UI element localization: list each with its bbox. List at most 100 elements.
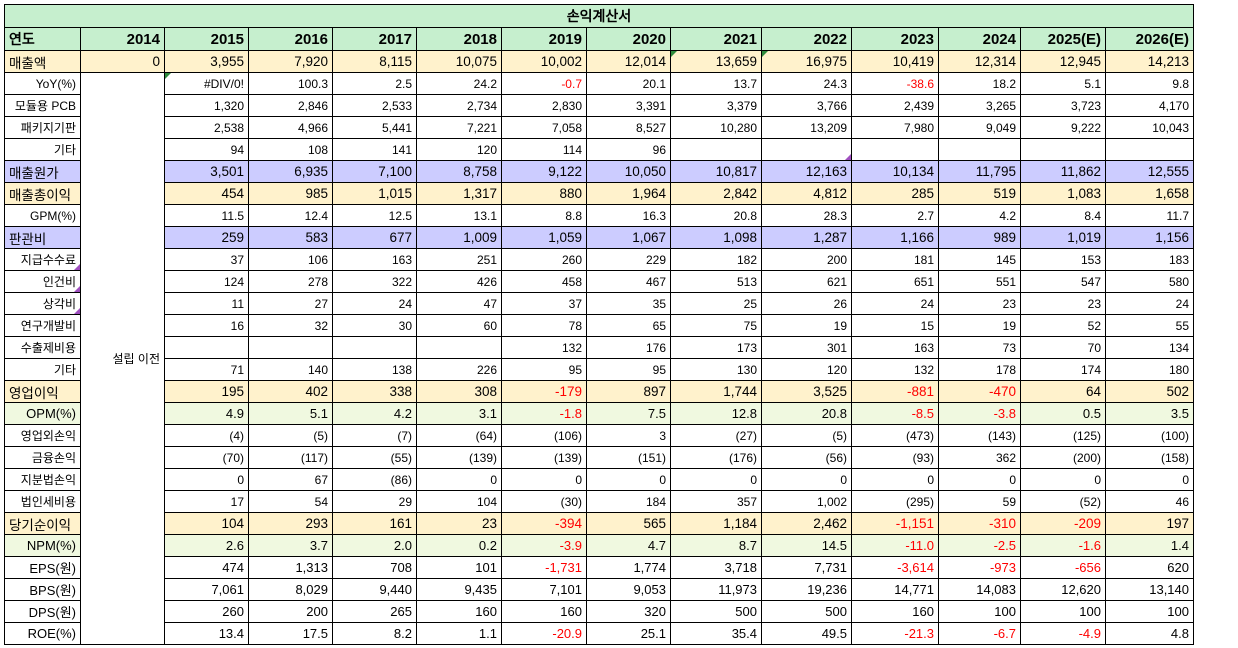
value-cell[interactable]: 160	[501, 600, 587, 623]
row-label[interactable]: 연구개발비	[4, 314, 81, 337]
value-cell[interactable]: (139)	[501, 446, 587, 469]
row-label[interactable]: BPS(원)	[4, 578, 81, 601]
value-cell[interactable]: 13,209	[761, 116, 852, 139]
row-label[interactable]: 기타	[4, 358, 81, 381]
value-cell[interactable]: 3.7	[248, 534, 333, 557]
value-cell[interactable]: 16	[164, 314, 249, 337]
value-cell[interactable]: 11.5	[164, 204, 249, 227]
value-cell[interactable]: 1,002	[761, 490, 852, 513]
value-cell[interactable]: 1,184	[670, 512, 762, 535]
value-cell[interactable]: 153	[1020, 248, 1106, 271]
value-cell[interactable]: 4,170	[1105, 94, 1194, 117]
value-cell[interactable]: 73	[938, 336, 1021, 359]
value-cell[interactable]: 2,734	[416, 94, 502, 117]
row-label[interactable]: 법인세비용	[4, 490, 81, 513]
value-cell[interactable]: 100.3	[248, 72, 333, 95]
value-cell[interactable]	[164, 336, 249, 359]
value-cell[interactable]: (295)	[851, 490, 939, 513]
value-cell[interactable]: 1,166	[851, 226, 939, 249]
value-cell[interactable]: 1,658	[1105, 182, 1194, 205]
value-cell[interactable]: 621	[761, 270, 852, 293]
header-year-cell[interactable]: 2025(E)	[1020, 27, 1106, 51]
value-cell[interactable]: 402	[248, 380, 333, 403]
value-cell[interactable]: 426	[416, 270, 502, 293]
value-cell[interactable]: 1.4	[1105, 534, 1194, 557]
value-cell[interactable]: 108	[248, 138, 333, 161]
row-label[interactable]: 매출액	[4, 50, 81, 73]
value-cell[interactable]: (176)	[670, 446, 762, 469]
value-cell[interactable]: 7,980	[851, 116, 939, 139]
value-cell[interactable]: 183	[1105, 248, 1194, 271]
value-cell[interactable]: (117)	[248, 446, 333, 469]
value-cell[interactable]: 78	[501, 314, 587, 337]
value-cell[interactable]: 1,320	[164, 94, 249, 117]
value-cell[interactable]: 1,287	[761, 226, 852, 249]
value-cell[interactable]: (4)	[164, 424, 249, 447]
value-cell[interactable]: 11.7	[1105, 204, 1194, 227]
value-cell[interactable]: 467	[586, 270, 671, 293]
value-cell[interactable]: 19,236	[761, 578, 852, 601]
value-cell[interactable]: (158)	[1105, 446, 1194, 469]
value-cell[interactable]: 3,391	[586, 94, 671, 117]
value-cell[interactable]: 1,313	[248, 556, 333, 579]
value-cell[interactable]: -3,614	[851, 556, 939, 579]
header-year-cell[interactable]: 2022	[761, 27, 852, 51]
row-label[interactable]: 당기순이익	[4, 512, 81, 535]
value-cell[interactable]: 3,379	[670, 94, 762, 117]
value-cell[interactable]: 4.9	[164, 402, 249, 425]
value-cell[interactable]: 1.1	[416, 622, 502, 645]
value-cell[interactable]: 12.5	[332, 204, 417, 227]
value-cell[interactable]: 23	[416, 512, 502, 535]
value-cell[interactable]: (106)	[501, 424, 587, 447]
row-label[interactable]: 모듈용 PCB	[4, 94, 81, 117]
value-cell[interactable]: 13,659	[670, 50, 762, 73]
row-label[interactable]: 기타	[4, 138, 81, 161]
value-cell[interactable]: 0	[416, 468, 502, 491]
value-cell[interactable]: 24	[332, 292, 417, 315]
value-cell[interactable]	[248, 336, 333, 359]
value-cell[interactable]: 71	[164, 358, 249, 381]
value-cell[interactable]: 95	[586, 358, 671, 381]
value-cell[interactable]: 8.2	[332, 622, 417, 645]
value-cell[interactable]: 35	[586, 292, 671, 315]
value-cell[interactable]: -1.8	[501, 402, 587, 425]
value-cell[interactable]: 12,163	[761, 160, 852, 183]
row-label[interactable]: YoY(%)	[4, 72, 81, 95]
value-cell[interactable]: 454	[164, 182, 249, 205]
value-cell[interactable]: 59	[938, 490, 1021, 513]
value-cell[interactable]: 565	[586, 512, 671, 535]
header-year-cell[interactable]: 2016	[248, 27, 333, 51]
value-cell[interactable]: 15	[851, 314, 939, 337]
value-cell[interactable]: 132	[851, 358, 939, 381]
header-year-cell[interactable]: 2018	[416, 27, 502, 51]
value-cell[interactable]: 95	[501, 358, 587, 381]
value-cell[interactable]: 180	[1105, 358, 1194, 381]
value-cell[interactable]: (52)	[1020, 490, 1106, 513]
value-cell[interactable]: 2,439	[851, 94, 939, 117]
row-label[interactable]: ROE(%)	[4, 622, 81, 645]
header-year-cell[interactable]: 2017	[332, 27, 417, 51]
value-cell[interactable]: 13.7	[670, 72, 762, 95]
value-cell[interactable]: 12,014	[586, 50, 671, 73]
value-cell[interactable]: 0	[670, 468, 762, 491]
value-cell[interactable]: 46	[1105, 490, 1194, 513]
value-cell[interactable]: 2.5	[332, 72, 417, 95]
value-cell[interactable]: 2,538	[164, 116, 249, 139]
value-cell[interactable]: 25	[670, 292, 762, 315]
value-cell[interactable]: -881	[851, 380, 939, 403]
value-cell[interactable]: 7,920	[248, 50, 333, 73]
value-cell[interactable]: 3.5	[1105, 402, 1194, 425]
value-cell[interactable]: 14.5	[761, 534, 852, 557]
value-cell[interactable]: 18.2	[938, 72, 1021, 95]
value-cell[interactable]: 278	[248, 270, 333, 293]
value-cell[interactable]: 60	[416, 314, 502, 337]
value-cell[interactable]: 9,049	[938, 116, 1021, 139]
value-cell[interactable]: 52	[1020, 314, 1106, 337]
value-cell[interactable]: 20.8	[761, 402, 852, 425]
value-cell[interactable]: 14,771	[851, 578, 939, 601]
value-cell[interactable]: 5.1	[248, 402, 333, 425]
value-cell[interactable]: 24.3	[761, 72, 852, 95]
value-cell[interactable]	[416, 336, 502, 359]
value-cell[interactable]: 65	[586, 314, 671, 337]
value-cell[interactable]: 70	[1020, 336, 1106, 359]
